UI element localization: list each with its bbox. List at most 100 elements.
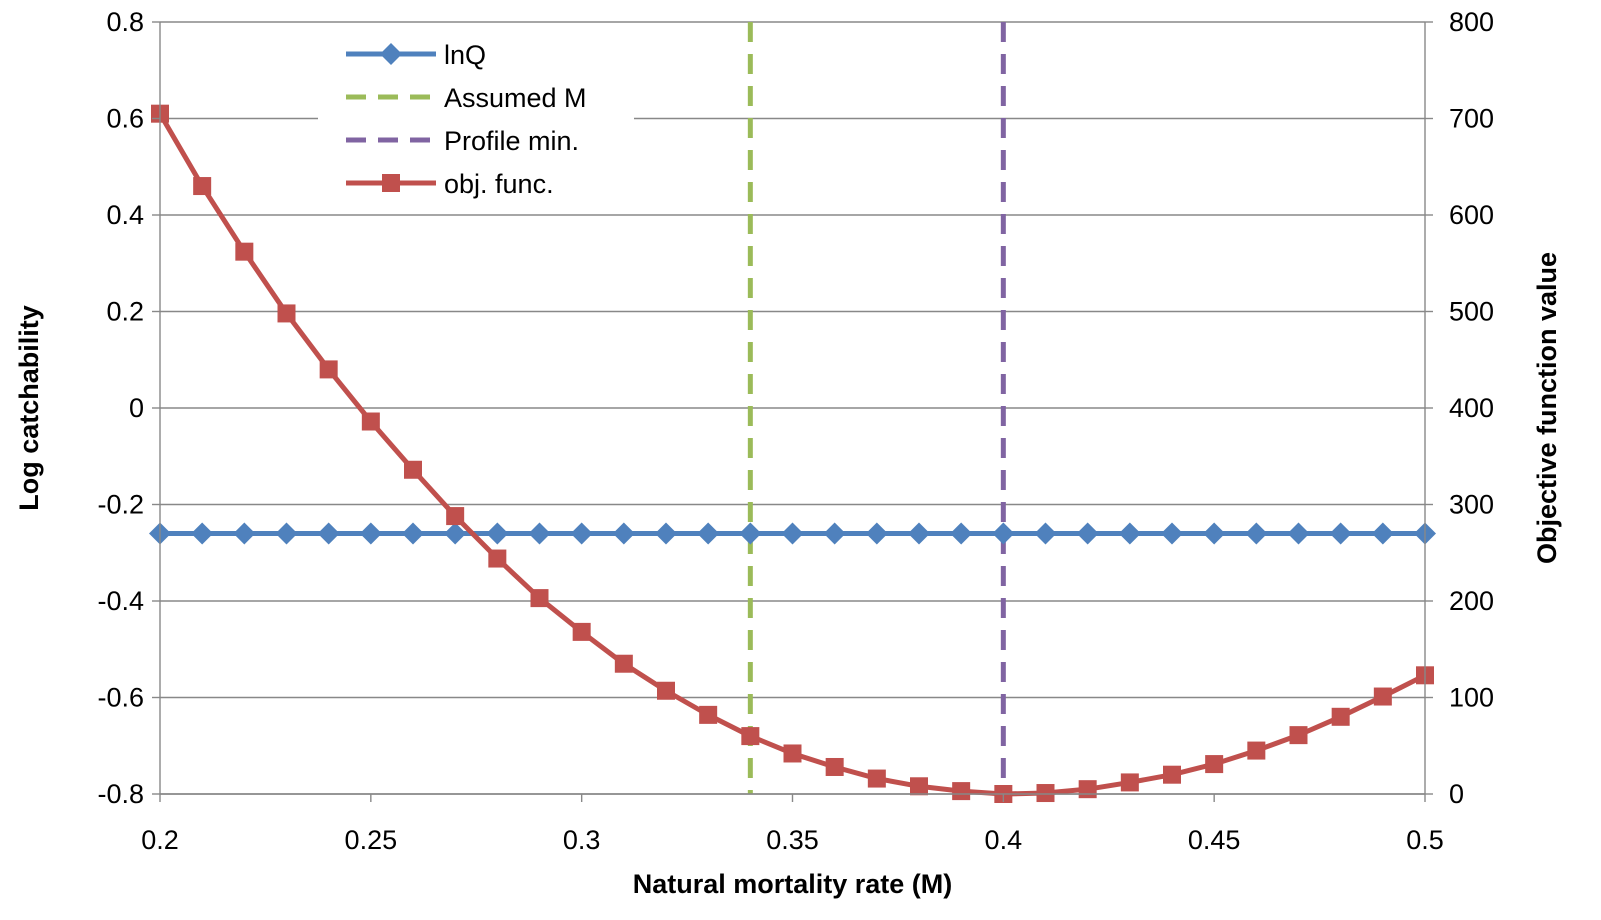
- y2-tick-label: 400: [1449, 393, 1494, 423]
- data-point: [1076, 522, 1099, 545]
- data-point: [655, 522, 677, 545]
- data-point: [865, 522, 888, 545]
- y2-tick-label: 300: [1449, 490, 1494, 520]
- y-tick-label: 0.6: [106, 104, 144, 134]
- x-tick-label: 0.25: [345, 825, 398, 855]
- x-tick-label: 0.35: [766, 825, 819, 855]
- tick-labels: -0.8 -0.6 -0.4 -0.2 0 0.2 0.4 0.6 0.8 0 100 200 300 4…: [97, 7, 1494, 855]
- data-point: [950, 522, 973, 545]
- y2-tick-label: 800: [1449, 7, 1494, 37]
- data-point: [910, 777, 928, 796]
- series-lnq: [149, 522, 1436, 545]
- data-point: [783, 744, 802, 763]
- y2-axis-title: Objective function value: [1532, 252, 1562, 564]
- y-tick-label: 0.8: [106, 7, 144, 37]
- data-point: [317, 522, 340, 545]
- data-point: [739, 522, 762, 545]
- series-layer: [149, 104, 1436, 803]
- y-tick-label: 0.4: [106, 200, 144, 230]
- data-point: [1203, 522, 1226, 545]
- data-point: [528, 522, 551, 545]
- data-point: [530, 589, 549, 608]
- data-point: [570, 522, 593, 545]
- data-point: [952, 782, 971, 801]
- data-point: [193, 177, 212, 196]
- y-tick-label: 0: [129, 393, 144, 423]
- legend-label: Assumed M: [444, 83, 587, 113]
- data-point: [1163, 765, 1181, 784]
- axes: [152, 21, 1433, 802]
- legend-marker: [382, 174, 400, 192]
- data-point: [1120, 773, 1139, 792]
- y2-tick-label: 500: [1449, 297, 1494, 327]
- data-point: [612, 522, 635, 545]
- data-point: [741, 727, 760, 746]
- x-axis-title: Natural mortality rate (M): [633, 869, 953, 899]
- x-tick-label: 0.4: [985, 825, 1023, 855]
- legend-background: [318, 30, 634, 210]
- y2-tick-label: 100: [1449, 683, 1494, 713]
- data-point: [1371, 522, 1394, 545]
- data-point: [235, 242, 254, 261]
- x-tick-label: 0.45: [1188, 825, 1241, 855]
- data-point: [1331, 707, 1350, 726]
- data-point: [402, 522, 424, 545]
- legend-items: lnQ Assumed M Profile min. obj. func.: [346, 40, 587, 199]
- y-tick-label: -0.8: [97, 779, 144, 809]
- data-point: [1287, 522, 1310, 545]
- data-point: [233, 522, 256, 545]
- legend-item: lnQ: [346, 40, 486, 70]
- data-point: [277, 304, 296, 323]
- data-point: [1205, 755, 1224, 774]
- y-tick-label: -0.2: [97, 490, 144, 520]
- reference-lines: [747, 22, 1006, 794]
- data-point: [614, 654, 633, 673]
- x-tick-label: 0.5: [1406, 825, 1444, 855]
- data-point: [867, 769, 886, 788]
- y-tick-label: 0.2: [106, 297, 144, 327]
- data-point: [1078, 780, 1097, 799]
- legend: lnQ Assumed M Profile min. obj. func.: [318, 30, 634, 210]
- data-point: [1118, 522, 1141, 545]
- data-point: [446, 507, 465, 526]
- data-point: [1161, 522, 1183, 545]
- data-point: [319, 360, 338, 379]
- data-point: [657, 681, 675, 700]
- data-point: [444, 522, 467, 545]
- legend-label: lnQ: [444, 40, 486, 70]
- data-point: [1036, 784, 1055, 803]
- data-point: [908, 522, 930, 545]
- series-line: [157, 112, 1427, 797]
- y2-tick-label: 600: [1449, 200, 1494, 230]
- data-point: [1245, 522, 1268, 545]
- data-point: [1289, 726, 1308, 745]
- x-tick-label: 0.2: [141, 825, 179, 855]
- data-point: [359, 522, 382, 545]
- data-point: [572, 622, 591, 641]
- data-point: [992, 522, 1015, 545]
- y-tick-label: -0.6: [97, 683, 144, 713]
- data-point: [825, 757, 844, 776]
- data-point: [781, 522, 804, 545]
- y2-tick-label: 700: [1449, 104, 1494, 134]
- legend-item: Assumed M: [346, 83, 587, 113]
- data-point: [1247, 741, 1266, 760]
- legend-label: obj. func.: [444, 169, 554, 199]
- data-point: [361, 412, 380, 431]
- data-point: [404, 460, 422, 479]
- y-tick-label: -0.4: [97, 586, 144, 616]
- legend-label: Profile min.: [444, 126, 579, 156]
- legend-item: Profile min.: [346, 126, 579, 156]
- y-axis-title: Log catchability: [14, 305, 44, 511]
- y2-tick-label: 200: [1449, 586, 1494, 616]
- data-point: [697, 522, 720, 545]
- data-point: [1373, 687, 1392, 706]
- data-point: [823, 522, 846, 545]
- data-point: [275, 522, 298, 545]
- data-point: [1034, 522, 1057, 545]
- data-point: [486, 522, 509, 545]
- gridlines: [160, 21, 1425, 795]
- data-point: [191, 522, 214, 545]
- series-obj-func: [151, 104, 1434, 803]
